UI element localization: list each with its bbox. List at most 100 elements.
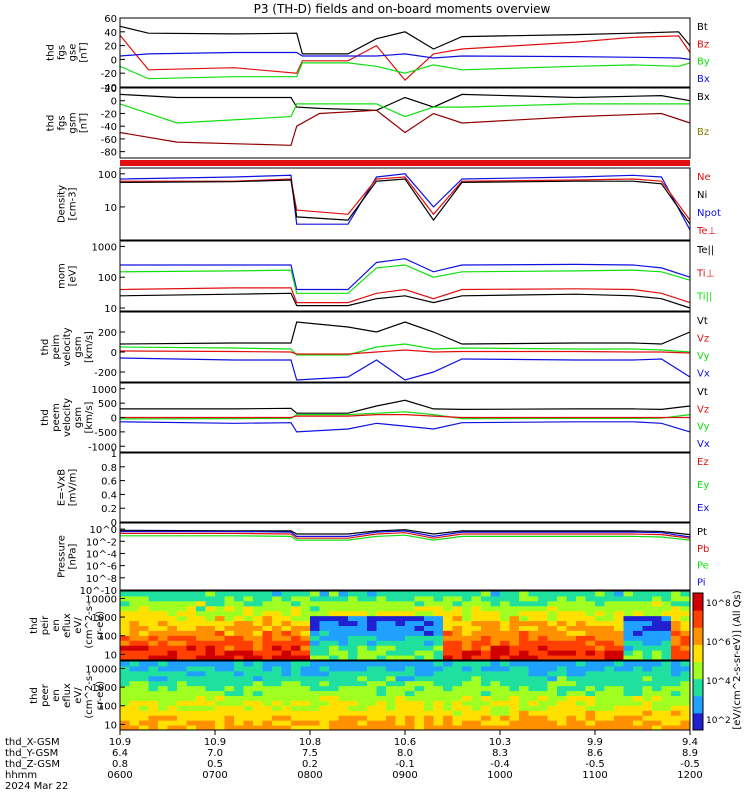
heatmap-cell [205,620,216,626]
heatmap-cell [186,600,197,607]
heatmap-cell [338,615,349,622]
heatmap-cell [443,720,453,726]
heatmap-cell [234,615,244,622]
y-tick-label: 10 [104,203,117,214]
heatmap-cell [557,605,567,612]
heatmap-cell [652,665,662,672]
heatmap-cell [310,655,320,661]
heatmap-cell [395,710,406,716]
heatmap-cell [357,625,368,631]
heatmap-cell [386,600,396,607]
y-axis-label: thd [29,617,40,634]
heatmap-cell [158,595,168,602]
heatmap-cell [661,665,672,672]
heatmap-cell [367,650,377,656]
heatmap-cell [367,591,377,597]
heatmap-cell [224,710,235,716]
heatmap-cell [471,685,482,692]
heatmap-cell [595,675,605,682]
heatmap-cell [680,625,691,631]
heatmap-cell [158,650,168,656]
heatmap-cell [329,670,339,677]
heatmap-cell [623,591,634,597]
x-tick-label: 8.9 [682,748,698,759]
heatmap-cell [471,635,482,641]
heatmap-cell [158,670,168,677]
heatmap-cell [120,605,130,612]
heatmap-cell [224,591,235,597]
heatmap-cell [300,625,311,631]
heatmap-cell [680,605,691,612]
heatmap-cell [519,665,529,672]
heatmap-cell [566,600,577,607]
heatmap-cell [224,645,235,651]
panel-frame [119,522,691,591]
heatmap-cell [395,655,406,661]
heatmap-cell [576,595,586,602]
heatmap-cell [490,670,501,677]
heatmap-cell [139,605,149,612]
colorbar-step [693,695,703,714]
heatmap-cell [500,635,510,641]
heatmap-cell [633,605,643,612]
heatmap-cell [557,591,567,597]
heatmap-cell [281,715,292,721]
heatmap-cell [585,710,596,716]
heatmap-cell [680,685,691,692]
heatmap-cell [614,661,624,667]
heatmap-cell [633,661,643,667]
heatmap-cell [604,661,615,667]
heatmap-cell [547,675,558,682]
heatmap-cell [319,620,330,626]
heatmap-cell [338,670,349,677]
heatmap-cell [310,600,320,607]
heatmap-cell [576,630,586,636]
heatmap-cell [462,591,472,597]
heatmap-cell [576,665,586,672]
heatmap-cell [367,695,377,701]
heatmap-cell [433,725,444,731]
heatmap-cell [471,630,482,636]
x-tick-label: 8.3 [492,748,508,759]
heatmap-cell [538,725,548,731]
heatmap-cell [310,670,320,677]
heatmap-cell [424,625,434,631]
heatmap-cell [671,591,681,597]
heatmap-cell [471,655,482,661]
series-Ti-line [120,258,691,291]
y-tick-label: 10 [104,304,117,315]
heatmap-cell [471,645,482,651]
heatmap-cell [234,610,244,617]
heatmap-cell [519,635,529,641]
heatmap-cell [680,720,691,726]
heatmap-cell [224,720,235,726]
heatmap-cell [566,591,577,597]
heatmap-cell [481,655,491,661]
heatmap-cell [215,610,225,617]
heatmap-cell [262,640,273,646]
heatmap-cell [262,630,273,636]
heatmap-cell [177,650,187,656]
heatmap-cell [642,615,653,622]
panel-frame [119,87,691,159]
heatmap-cell [462,620,472,626]
heatmap-cell [186,665,197,672]
heatmap-cell [595,725,605,731]
heatmap-cell [557,640,567,646]
heatmap-cell [243,600,254,607]
heatmap-cell [671,655,681,661]
legend-Ti: Ti⊥ [696,268,714,279]
heatmap-cell [547,650,558,656]
heatmap-cell [462,595,472,602]
heatmap-cell [196,655,206,661]
colorbar-tick-label: 10^6 [706,638,731,648]
heatmap-cell [186,675,197,682]
heatmap-cell [386,615,396,622]
heatmap-cell [433,655,444,661]
heatmap-cell [566,710,577,716]
heatmap-cell [177,600,187,607]
heatmap-cell [500,615,510,622]
